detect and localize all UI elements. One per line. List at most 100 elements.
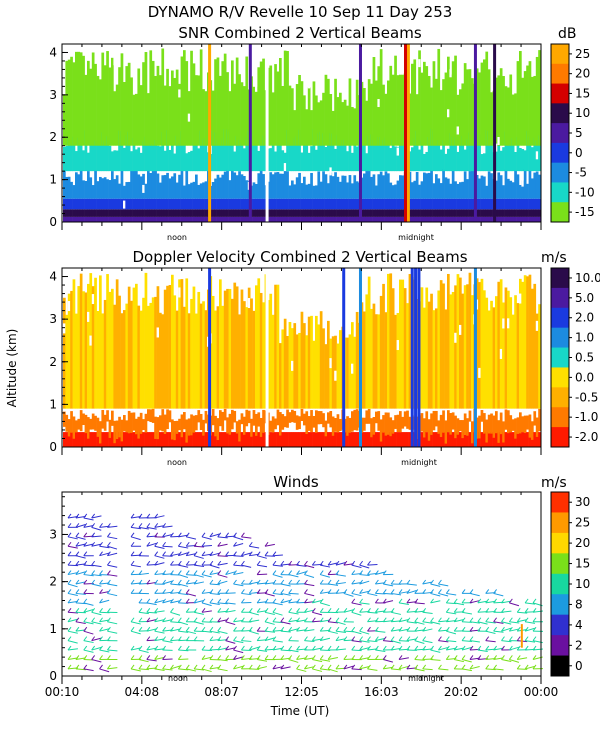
velocity-cell [445, 420, 448, 443]
wind-barb-tick [210, 599, 213, 603]
snr-cell [197, 75, 200, 145]
wind-barb-tick [194, 571, 197, 575]
snr-cell [385, 171, 388, 198]
velocity-cell [375, 412, 378, 424]
snr-cell [365, 217, 368, 222]
velocity-cell [145, 273, 148, 409]
velocity-cell [286, 410, 289, 428]
wind-barb-tick [131, 561, 134, 565]
snr-cell [85, 209, 88, 217]
snr-cell [269, 148, 272, 171]
snr-cell [310, 110, 313, 146]
snr-cell [397, 217, 400, 222]
velocity-cell [65, 432, 68, 447]
wind-barb-tick [194, 665, 197, 669]
snr-cell [185, 153, 188, 171]
wind-barb-tick [163, 665, 166, 669]
wind-barb-tick [194, 618, 197, 622]
snr-cell [485, 186, 488, 199]
snr-cell [255, 217, 258, 222]
velocity-cell [123, 310, 126, 409]
snr-cell [517, 209, 520, 217]
velocity-cell [77, 286, 80, 409]
snr-cell [159, 183, 162, 199]
snr-cell [178, 217, 181, 222]
snr-cell [238, 74, 241, 146]
snr-cell [536, 172, 539, 199]
snr-cell [159, 217, 162, 222]
snr-cell [94, 199, 97, 210]
snr-cell [106, 179, 109, 198]
wind-barb-tick [202, 665, 205, 669]
velocity-cell [245, 410, 248, 426]
snr-cell [411, 209, 414, 217]
velocity-cell [526, 432, 529, 447]
snr-cell [334, 199, 337, 210]
snr-cell [500, 199, 503, 210]
velocity-cell [488, 415, 491, 434]
snr-cell [262, 199, 265, 210]
snr-cell [104, 199, 107, 210]
snr-cell [255, 184, 258, 199]
wind-barb [163, 546, 173, 547]
snr-cell [514, 93, 517, 145]
snr-cell [370, 199, 373, 210]
snr-cell [305, 217, 308, 222]
snr-cell [166, 69, 169, 146]
velocity-cell [421, 413, 424, 431]
snr-cell [243, 176, 246, 199]
snr-cell [106, 209, 109, 217]
velocity-cell [428, 302, 431, 409]
snr-cell [356, 199, 359, 210]
wind-barb [320, 603, 330, 606]
snr-cell [193, 143, 196, 172]
snr-cell [329, 209, 332, 217]
snr-cell [178, 199, 181, 210]
velocity-cell [459, 420, 462, 431]
snr-cell [454, 209, 457, 217]
velocity-cell [497, 420, 500, 443]
snr-cell [118, 199, 121, 210]
snr-cell [531, 178, 534, 198]
wind-barb-tick [265, 552, 268, 556]
snr-spike [493, 44, 496, 222]
snr-cell [437, 178, 440, 198]
snr-cell [507, 217, 510, 222]
snr-cell [418, 217, 421, 222]
wind-barb-tick [234, 561, 237, 565]
velocity-cell [315, 316, 318, 409]
snr-cell [461, 199, 464, 210]
velocity-cell [272, 432, 275, 447]
snr-cell [116, 217, 119, 222]
velocity-cell [125, 420, 128, 432]
snr-cell [502, 147, 505, 171]
snr-cell [226, 209, 229, 217]
velocity-cell [521, 432, 524, 447]
snr-cell [346, 217, 349, 222]
snr-cell [243, 209, 246, 217]
velocity-cell [447, 410, 450, 432]
snr-cell [514, 217, 517, 222]
velocity-cell [351, 411, 354, 431]
snr-cell [353, 199, 356, 210]
snr-cell [418, 209, 421, 217]
winds-panel-title: Winds [273, 473, 319, 491]
snr-cell [382, 199, 385, 210]
snr-cell [430, 88, 433, 146]
winds-colorbar-swatch [551, 615, 569, 636]
snr-cell [327, 79, 330, 146]
snr-cell [169, 217, 172, 222]
snr-cell [399, 217, 402, 222]
wind-barb-tick [186, 589, 189, 593]
wind-barb-tick [470, 618, 473, 622]
velocity-cell [490, 301, 493, 409]
snr-cell [111, 171, 114, 199]
snr-cell [253, 209, 256, 217]
snr-cell [173, 217, 176, 222]
snr-cell [327, 217, 330, 222]
snr-cell [128, 63, 131, 146]
snr-cell [440, 209, 443, 217]
snr-cell [154, 209, 157, 217]
snr-cell [512, 182, 515, 198]
wind-barb-tick [486, 618, 489, 622]
